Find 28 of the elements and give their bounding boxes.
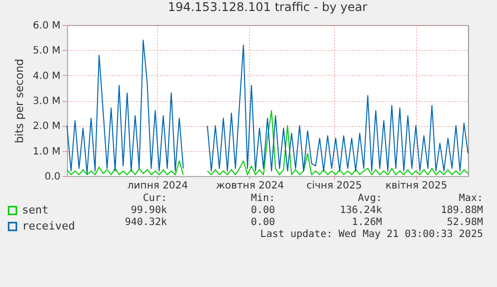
x-tick-label: липня 2024 (127, 180, 188, 192)
text: 1.26M (352, 217, 382, 229)
text: 0.00 (250, 217, 275, 229)
text: 940.32k (124, 217, 167, 229)
y-tick-label: 3.0 M (32, 96, 60, 107)
text: 99.90k (130, 205, 167, 217)
text: Cur: (142, 193, 167, 205)
y-tick-label: 5.0 M (32, 46, 60, 57)
y-tick-label: 4.0 M (32, 70, 60, 82)
text: 189.88M (440, 205, 483, 217)
text: Last update: Wed May 21 03:00:33 2025 (260, 229, 483, 241)
legend-label: received (22, 220, 75, 232)
y-tick-label: 2.0 M (32, 121, 60, 132)
x-tick-label: січня 2025 (306, 180, 362, 192)
y-tick-label: 0.0 (44, 172, 60, 182)
y-axis-title: bits per second (12, 58, 26, 144)
text: 0.00 (250, 205, 275, 217)
y-tick-label: 6.0 M (32, 20, 60, 32)
text: Max: (458, 193, 483, 205)
text: Avg: (358, 193, 382, 205)
x-tick-label: жовтня 2024 (216, 180, 284, 192)
chart-title: 194.153.128.101 traffic - by year (168, 0, 368, 14)
y-tick-label: 1.0 M (32, 146, 60, 158)
text: 136.24k (340, 205, 382, 217)
legend-label: sent (22, 204, 48, 216)
text: Min: (250, 193, 275, 205)
x-tick-label: квітня 2025 (386, 180, 448, 192)
text: 52.98M (446, 217, 483, 229)
